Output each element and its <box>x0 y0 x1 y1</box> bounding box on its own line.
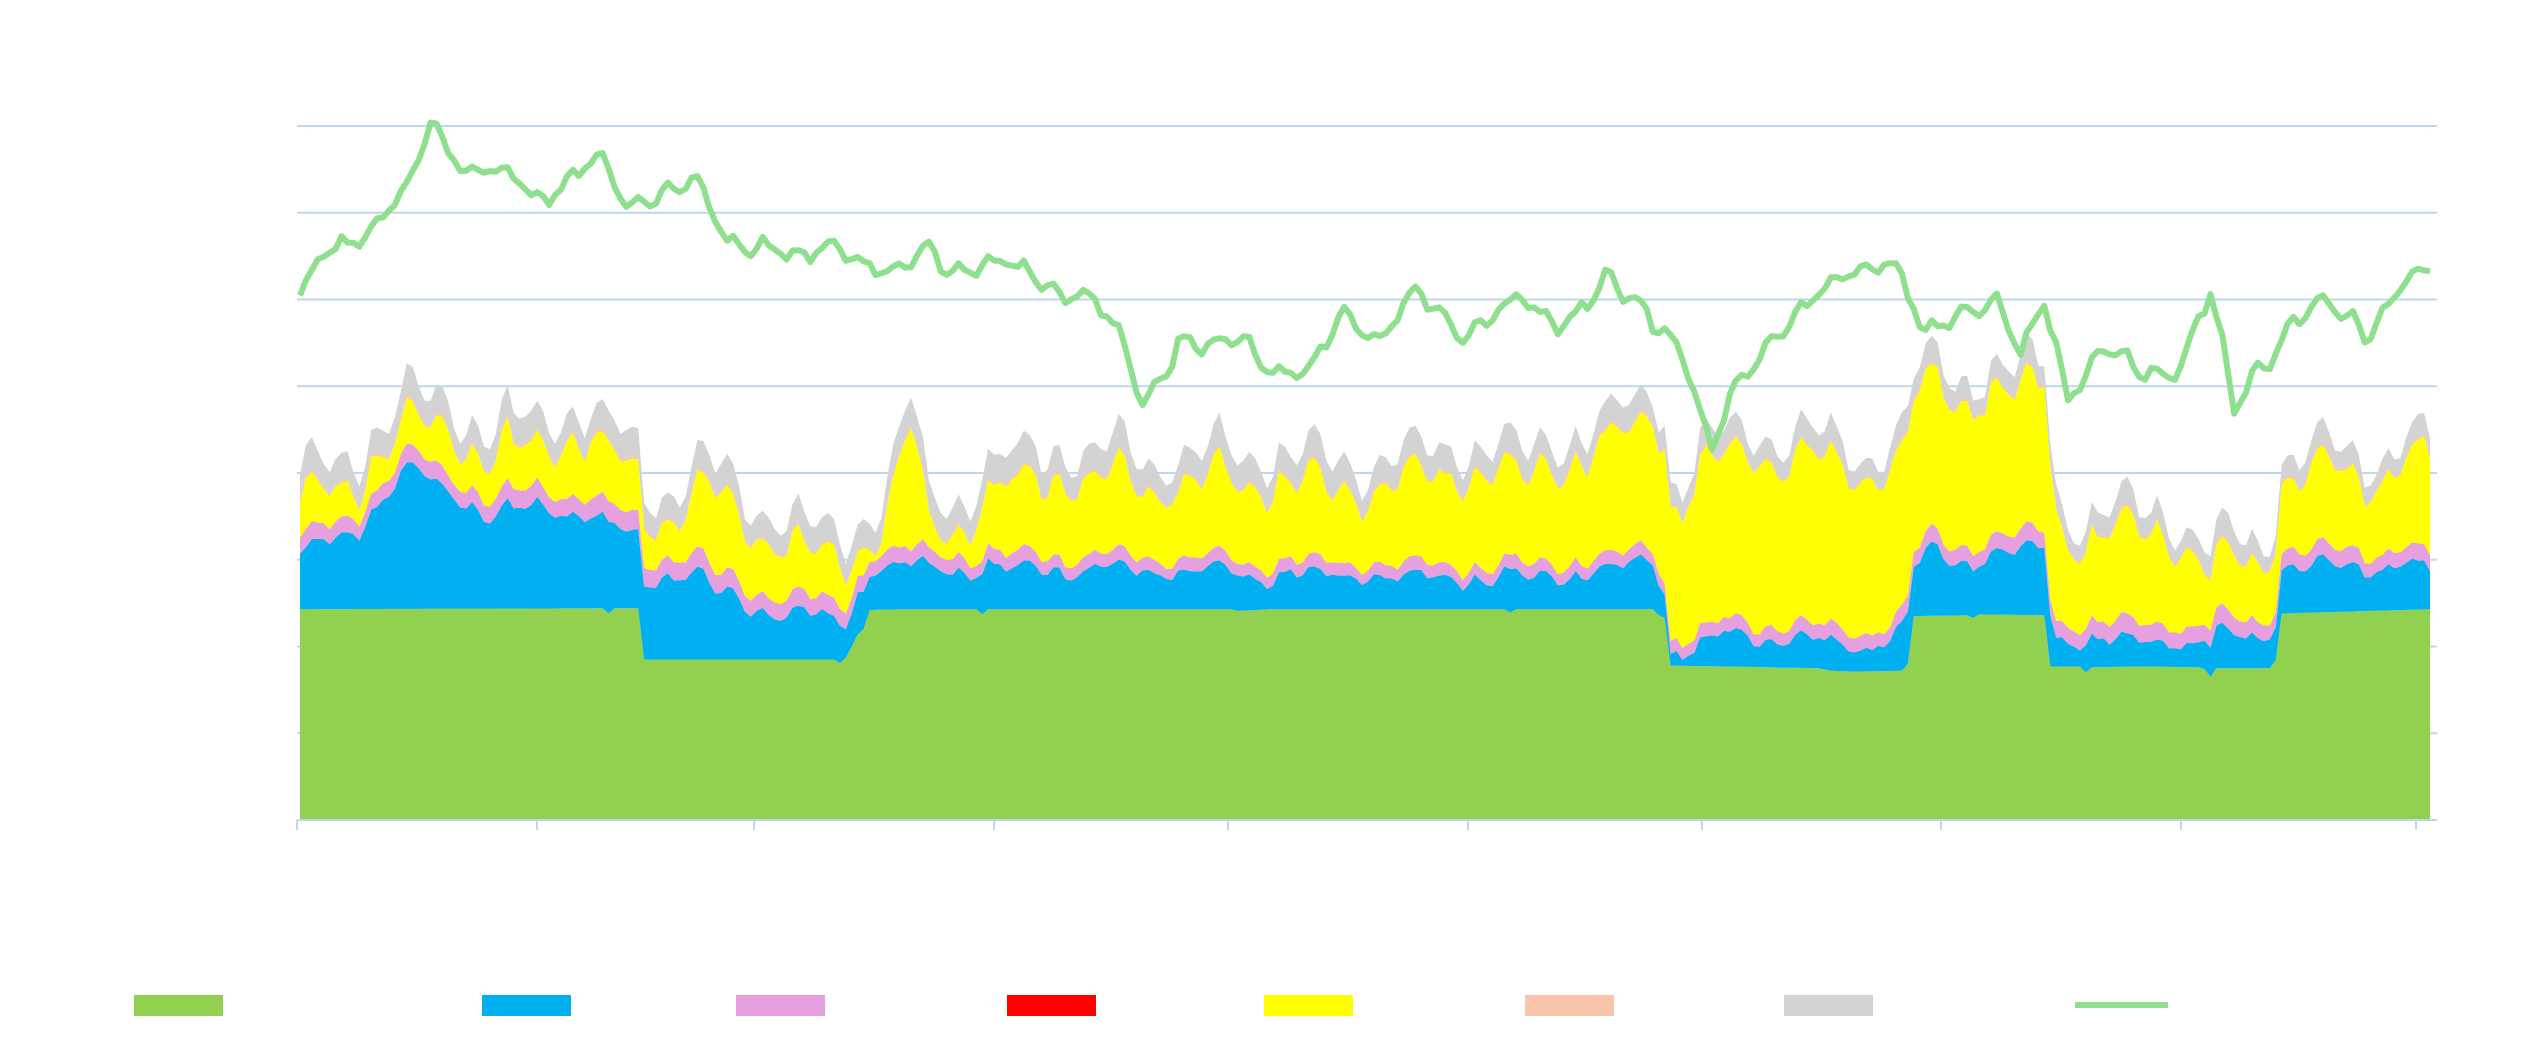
area-series-3 <box>300 443 2430 660</box>
legend-swatch-7 <box>1784 995 1873 1016</box>
legend-swatch-4 <box>1007 995 1096 1016</box>
x-axis <box>296 819 2437 830</box>
area-series-2 <box>300 462 2430 677</box>
stacked-areas <box>300 333 2430 820</box>
line-series <box>297 119 2431 453</box>
legend-swatch-3 <box>736 995 825 1016</box>
legend-swatch-2 <box>482 995 571 1016</box>
area-series-7 <box>300 333 2430 585</box>
legend <box>134 995 2168 1016</box>
line-series-8 <box>297 119 2431 453</box>
area-series-5 <box>300 363 2430 649</box>
area-series-1 <box>300 608 2430 820</box>
legend-swatch-1 <box>134 995 223 1016</box>
legend-swatch-5 <box>1264 995 1353 1016</box>
legend-swatch-6 <box>1525 995 1614 1016</box>
